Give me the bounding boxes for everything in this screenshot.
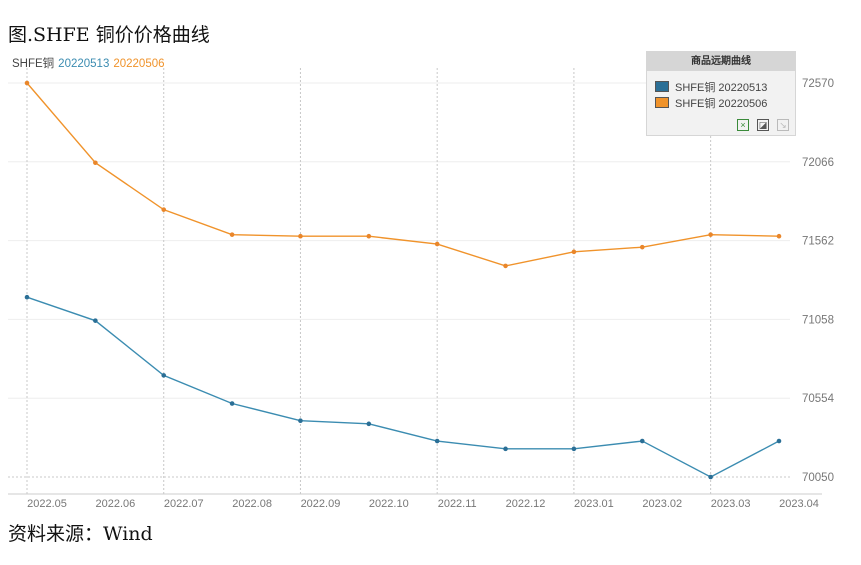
data-point	[93, 318, 98, 323]
series-line-2	[26, 82, 780, 267]
series-header-s1[interactable]: 20220513	[58, 58, 110, 70]
y-tick-label: 72066	[802, 157, 834, 169]
legend-label-2: SHFE铜 20220506	[675, 98, 768, 110]
x-tick-label: 2022.12	[506, 498, 546, 510]
data-point	[298, 233, 303, 239]
x-tick-label: 2022.06	[95, 498, 135, 510]
x-tick-label: 2022.07	[164, 498, 204, 510]
data-point	[571, 249, 577, 255]
legend-title: 商品远期曲线	[647, 52, 795, 71]
excel-export-icon[interactable]: ×	[737, 119, 749, 131]
data-point	[639, 244, 645, 250]
x-tick-label: 2023.01	[574, 498, 614, 510]
x-tick-label: 2022.05	[27, 498, 67, 510]
data-point	[366, 421, 372, 427]
data-point	[298, 418, 303, 424]
crop-icon[interactable]: ◪	[757, 119, 769, 131]
x-tick-label: 2022.11	[438, 498, 477, 510]
legend-item-2[interactable]: SHFE铜 20220506	[655, 97, 767, 111]
y-tick-label: 70050	[802, 472, 834, 484]
legend-tools: × ◪ ↘	[729, 119, 789, 131]
x-tick-label: 2023.03	[711, 498, 751, 510]
series-layer	[24, 80, 782, 480]
data-point	[776, 233, 782, 239]
x-tick-label: 2022.09	[301, 498, 341, 510]
data-point	[161, 373, 167, 378]
x-tick-label: 2023.04	[779, 498, 819, 510]
data-point	[93, 160, 98, 166]
legend-label-1: SHFE铜 20220513	[675, 82, 768, 94]
data-point	[776, 438, 782, 444]
data-point	[434, 438, 440, 444]
data-point	[229, 232, 235, 237]
data-point	[24, 80, 30, 86]
data-point	[366, 233, 372, 239]
data-point	[571, 446, 577, 452]
x-tick-label: 2022.08	[232, 498, 272, 510]
data-point	[639, 438, 645, 444]
data-point	[503, 263, 508, 269]
select-icon[interactable]: ↘	[777, 119, 789, 131]
data-point	[503, 446, 508, 452]
x-tick-label: 2022.10	[369, 498, 409, 510]
source-note: 资料来源：Wind	[8, 523, 153, 545]
y-tick-label: 72570	[802, 78, 834, 90]
series-header: SHFE铜 20220513 20220506	[12, 55, 169, 71]
x-tick-label: 2023.02	[642, 498, 682, 510]
data-point	[434, 241, 440, 247]
y-tick-label: 71058	[802, 314, 834, 326]
series-header-label: SHFE铜	[12, 58, 55, 70]
grid-layer	[8, 68, 790, 494]
axis-layer: 70050 70554 71058 71562 72066 72570 2022.05 202…	[8, 78, 835, 510]
data-point	[24, 294, 30, 300]
legend-swatch-1	[655, 81, 669, 92]
y-tick-label: 71562	[802, 236, 834, 248]
figure-title: 图.SHFE 铜价价格曲线	[8, 24, 210, 46]
data-point	[708, 474, 713, 480]
data-point	[229, 401, 235, 406]
legend-panel: 商品远期曲线 SHFE铜 20220513 SHFE铜 20220506 × ◪ ↘	[646, 51, 796, 136]
series-line-1	[26, 296, 780, 478]
legend-item-1[interactable]: SHFE铜 20220513	[655, 81, 767, 95]
legend-swatch-2	[655, 97, 669, 108]
data-point	[708, 232, 713, 237]
y-tick-label: 70554	[802, 393, 835, 405]
series-header-s2[interactable]: 20220506	[113, 58, 165, 70]
data-point	[161, 207, 167, 212]
